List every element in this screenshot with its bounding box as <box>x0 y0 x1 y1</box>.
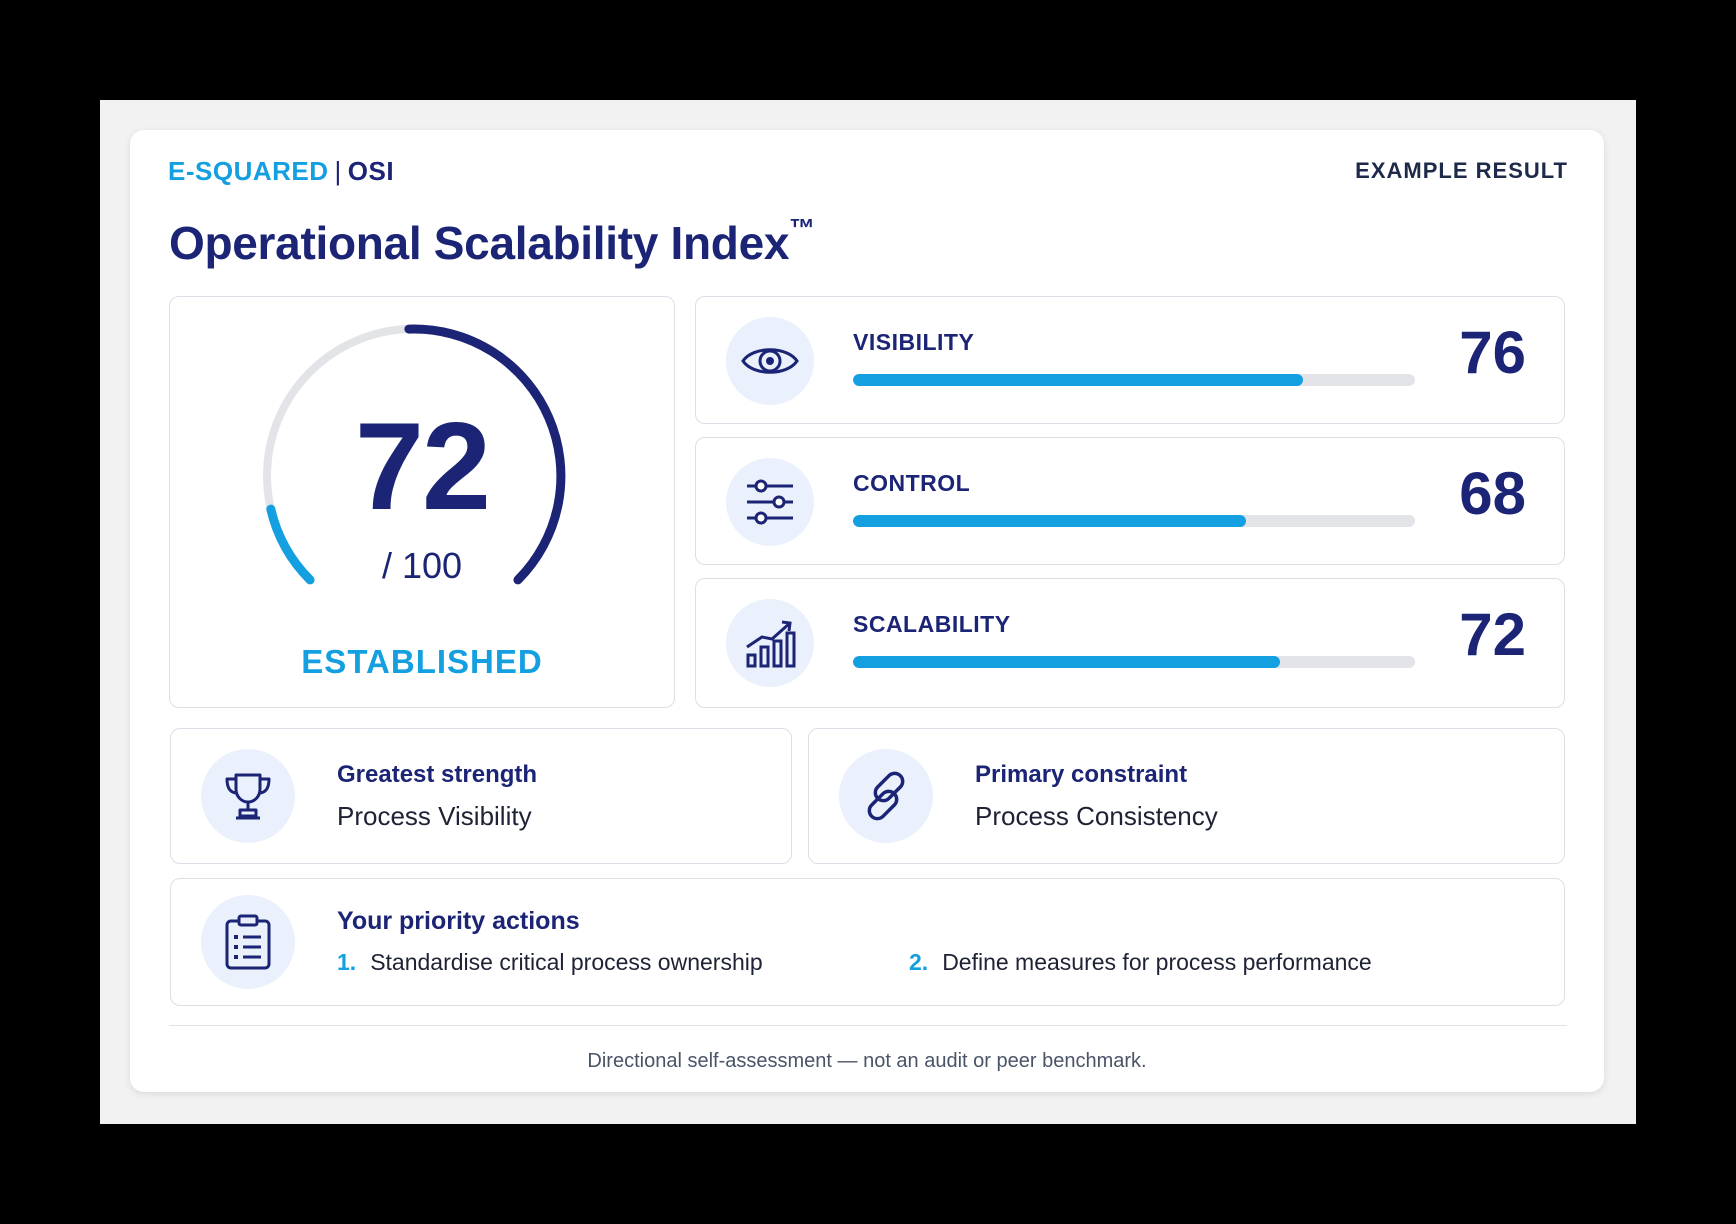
metric-value: 72 <box>1459 601 1526 668</box>
gauge-fill-start <box>266 504 315 585</box>
screenshot-frame: E-SQUARED | OSI EXAMPLE RESULT Operational… <box>100 100 1636 1124</box>
score-gauge <box>263 324 566 585</box>
metric-value: 68 <box>1459 460 1526 527</box>
primary-constraint-panel: Primary constraint Process Consistency <box>808 728 1565 864</box>
maturity-level: ESTABLISHED <box>301 643 543 680</box>
score-max: / 100 <box>381 545 463 586</box>
strength-value: Process Visibility <box>337 801 532 831</box>
greatest-strength-panel: Greatest strength Process Visibility <box>170 728 792 864</box>
example-result-badge: EXAMPLE RESULT <box>1355 158 1568 183</box>
metric-label: SCALABILITY <box>853 611 1011 637</box>
metric-bar-fill <box>853 374 1303 386</box>
metric-bar-track <box>853 374 1415 386</box>
page-title-text: Operational Scalability Index <box>169 217 790 269</box>
metric-bar-track <box>853 656 1415 668</box>
action-text: Define measures for process performance <box>942 949 1372 975</box>
priority-actions-label: Your priority actions <box>337 907 580 935</box>
priority-action-item: 2. Define measures for process performanc… <box>909 949 1372 976</box>
action-text: Standardise critical process ownership <box>370 949 763 975</box>
metric-bar-track <box>853 515 1415 527</box>
gauge-fill-main <box>404 324 566 585</box>
sliders-icon <box>726 458 814 546</box>
brand-secondary: OSI <box>347 156 395 186</box>
trophy-icon <box>201 749 295 843</box>
metric-label: VISIBILITY <box>853 329 975 355</box>
action-number: 2. <box>909 949 929 975</box>
priority-action-item: 1. Standardise critical process ownership <box>337 949 763 976</box>
eye-icon <box>726 317 814 405</box>
disclaimer-footer: Directional self-assessment — not an aud… <box>587 1050 1147 1072</box>
metric-control: CONTROL 68 <box>695 437 1565 565</box>
overall-score-panel: 72 / 100 ESTABLISHED <box>169 296 675 708</box>
metric-bar-fill <box>853 656 1281 668</box>
metric-label: CONTROL <box>853 470 971 496</box>
result-card: E-SQUARED | OSI EXAMPLE RESULT Operational… <box>130 130 1604 1092</box>
metric-visibility: VISIBILITY 76 <box>695 296 1565 424</box>
page-title: Operational Scalability Index™ <box>169 212 815 270</box>
constraint-label: Primary constraint <box>975 761 1188 788</box>
clipboard-icon <box>201 895 295 989</box>
metric-bar-fill <box>853 515 1247 527</box>
trademark-mark: ™ <box>789 212 815 243</box>
link-icon <box>839 749 933 843</box>
brand-primary: E-SQUARED <box>168 156 329 186</box>
brand-logo: E-SQUARED | OSI <box>168 156 394 187</box>
action-number: 1. <box>337 949 357 975</box>
priority-actions-panel: Your priority actions 1. Standardise crit… <box>170 878 1565 1006</box>
overall-score: 72 <box>355 398 491 536</box>
metric-scalability: SCALABILITY 72 <box>695 578 1565 708</box>
metric-value: 76 <box>1459 319 1526 386</box>
constraint-value: Process Consistency <box>975 801 1218 831</box>
growth-chart-icon <box>726 599 814 687</box>
footer-divider <box>169 1025 1567 1026</box>
brand-separator: | <box>334 156 342 186</box>
strength-label: Greatest strength <box>337 761 538 788</box>
